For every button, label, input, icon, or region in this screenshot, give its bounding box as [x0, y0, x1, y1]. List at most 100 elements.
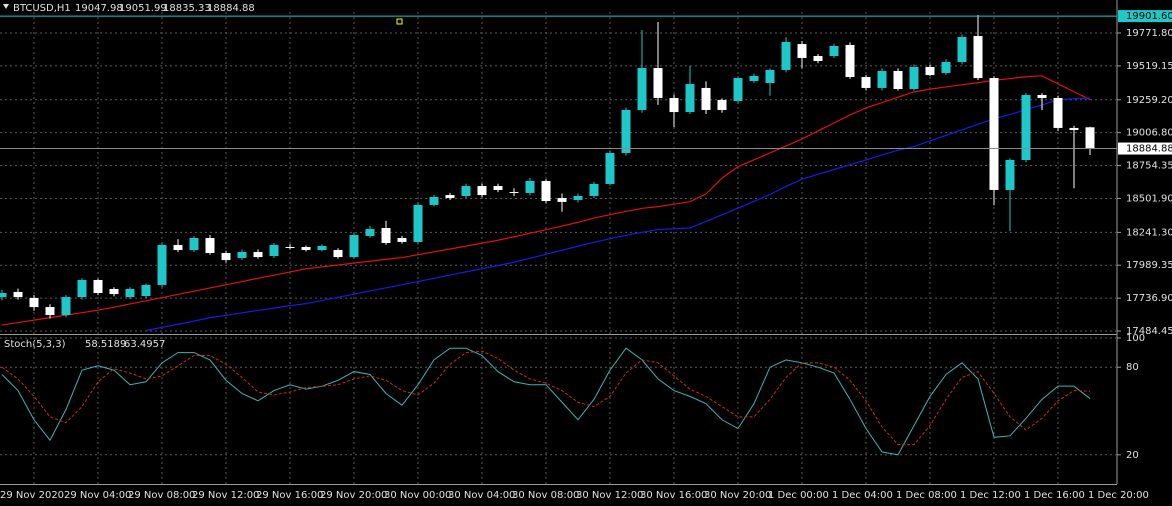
- candle-body: [909, 66, 919, 89]
- x-tick-label: 29 Nov 12:00: [192, 490, 259, 501]
- stoch-line: [1, 350, 1091, 446]
- candle-body: [301, 247, 311, 251]
- x-tick-label: 29 Nov 04:00: [64, 490, 131, 501]
- candle-body: [589, 183, 599, 196]
- x-tick-label: 1 Dec 20:00: [1088, 490, 1149, 501]
- x-tick-label: 1 Dec 00:00: [768, 490, 829, 501]
- candle-body: [669, 97, 679, 113]
- candle-body: [941, 62, 951, 73]
- candle-body: [893, 71, 903, 89]
- candle-body: [525, 180, 535, 193]
- x-tick-label: 30 Nov 04:00: [448, 490, 515, 501]
- candle-body: [925, 66, 935, 76]
- candle-body: [573, 195, 583, 200]
- candle-body: [605, 152, 615, 184]
- y-tick-label: 18754.35: [1126, 161, 1172, 172]
- moving-average: [145, 97, 1091, 332]
- candle-body: [125, 288, 135, 298]
- candle-body: [445, 195, 455, 199]
- candle-body: [1069, 127, 1079, 131]
- candle-body: [845, 44, 855, 78]
- candle-body: [637, 68, 647, 110]
- stoch-signal: 63.4957: [124, 339, 165, 350]
- moving-average: [1, 75, 1091, 326]
- candle-body: [429, 196, 439, 205]
- candle-body: [621, 109, 631, 153]
- candle-body: [653, 68, 663, 98]
- y-tick-label: 18501.90: [1126, 193, 1172, 204]
- candle-body: [877, 71, 887, 88]
- candle-body: [157, 244, 167, 285]
- candle-body: [973, 35, 983, 79]
- ohlc-close: 18884.88: [207, 3, 255, 14]
- candle-body: [109, 288, 119, 295]
- price-label-box: [1118, 142, 1172, 155]
- y-tick-label: 80: [1126, 362, 1139, 373]
- ohlc-low: 18835.33: [163, 3, 211, 14]
- candle-body: [397, 238, 407, 242]
- candle-body: [285, 247, 295, 249]
- x-tick-label: 1 Dec 12:00: [960, 490, 1021, 501]
- x-tick-label: 1 Dec 04:00: [832, 490, 893, 501]
- symbol: BTCUSD,H1: [13, 3, 71, 14]
- level-label: 19901.60: [1126, 11, 1172, 22]
- candle-body: [957, 37, 967, 63]
- y-tick-label: 100: [1126, 333, 1145, 344]
- candle-body: [557, 198, 567, 202]
- candle-body: [765, 69, 775, 84]
- menu-arrow[interactable]: [3, 4, 9, 9]
- candle-body: [29, 297, 39, 308]
- stoch-title: Stoch(5,3,3): [4, 339, 66, 350]
- candle-body: [749, 75, 759, 82]
- candle-body: [237, 251, 247, 258]
- candle-body: [253, 251, 263, 258]
- candle-body: [333, 250, 343, 258]
- y-tick-label: 20: [1126, 450, 1139, 461]
- candle-body: [685, 84, 695, 113]
- x-tick-label: 30 Nov 12:00: [576, 490, 643, 501]
- candle-body: [413, 204, 423, 242]
- candle-body: [541, 180, 551, 202]
- candle-body: [733, 78, 743, 101]
- candle-body: [509, 192, 519, 194]
- x-tick-label: 30 Nov 00:00: [384, 490, 451, 501]
- candle-body: [77, 279, 87, 298]
- x-tick-label: 1 Dec 16:00: [1024, 490, 1085, 501]
- candle-body: [1005, 159, 1015, 190]
- candle-body: [349, 235, 359, 258]
- candle-body: [269, 244, 279, 257]
- y-tick-label: 17484.45: [1126, 326, 1172, 337]
- x-tick-label: 1 Dec 08:00: [896, 490, 957, 501]
- y-tick-label: 19006.80: [1126, 128, 1172, 139]
- candle-body: [861, 77, 871, 88]
- x-tick-label: 29 Nov 08:00: [128, 490, 195, 501]
- price-label: 18884.88: [1126, 144, 1172, 155]
- candle-body: [365, 229, 375, 236]
- candle-body: [221, 253, 231, 261]
- candle-body: [13, 291, 23, 298]
- x-tick-label: 29 Nov 2020: [0, 490, 64, 501]
- candle-body: [461, 186, 471, 196]
- candle-body: [797, 44, 807, 58]
- candle-body: [717, 99, 727, 110]
- candle-body: [93, 279, 103, 294]
- candle-body: [1037, 94, 1047, 98]
- candle-body: [0, 293, 7, 298]
- ohlc-high: 19051.99: [119, 3, 167, 14]
- x-tick-label: 30 Nov 20:00: [704, 490, 771, 501]
- candle-body: [701, 87, 711, 110]
- candle-body: [45, 307, 55, 316]
- candle-body: [829, 46, 839, 57]
- candle-body: [141, 284, 151, 297]
- candle-body: [173, 244, 183, 251]
- candle-body: [1021, 94, 1031, 160]
- candle-body: [317, 245, 327, 251]
- candle-body: [205, 238, 215, 254]
- x-tick-label: 29 Nov 20:00: [320, 490, 387, 501]
- stoch-main: 58.5189: [85, 339, 126, 350]
- object-marker: [396, 18, 403, 25]
- y-tick-label: 19771.80: [1126, 28, 1172, 39]
- candle-body: [1053, 97, 1063, 128]
